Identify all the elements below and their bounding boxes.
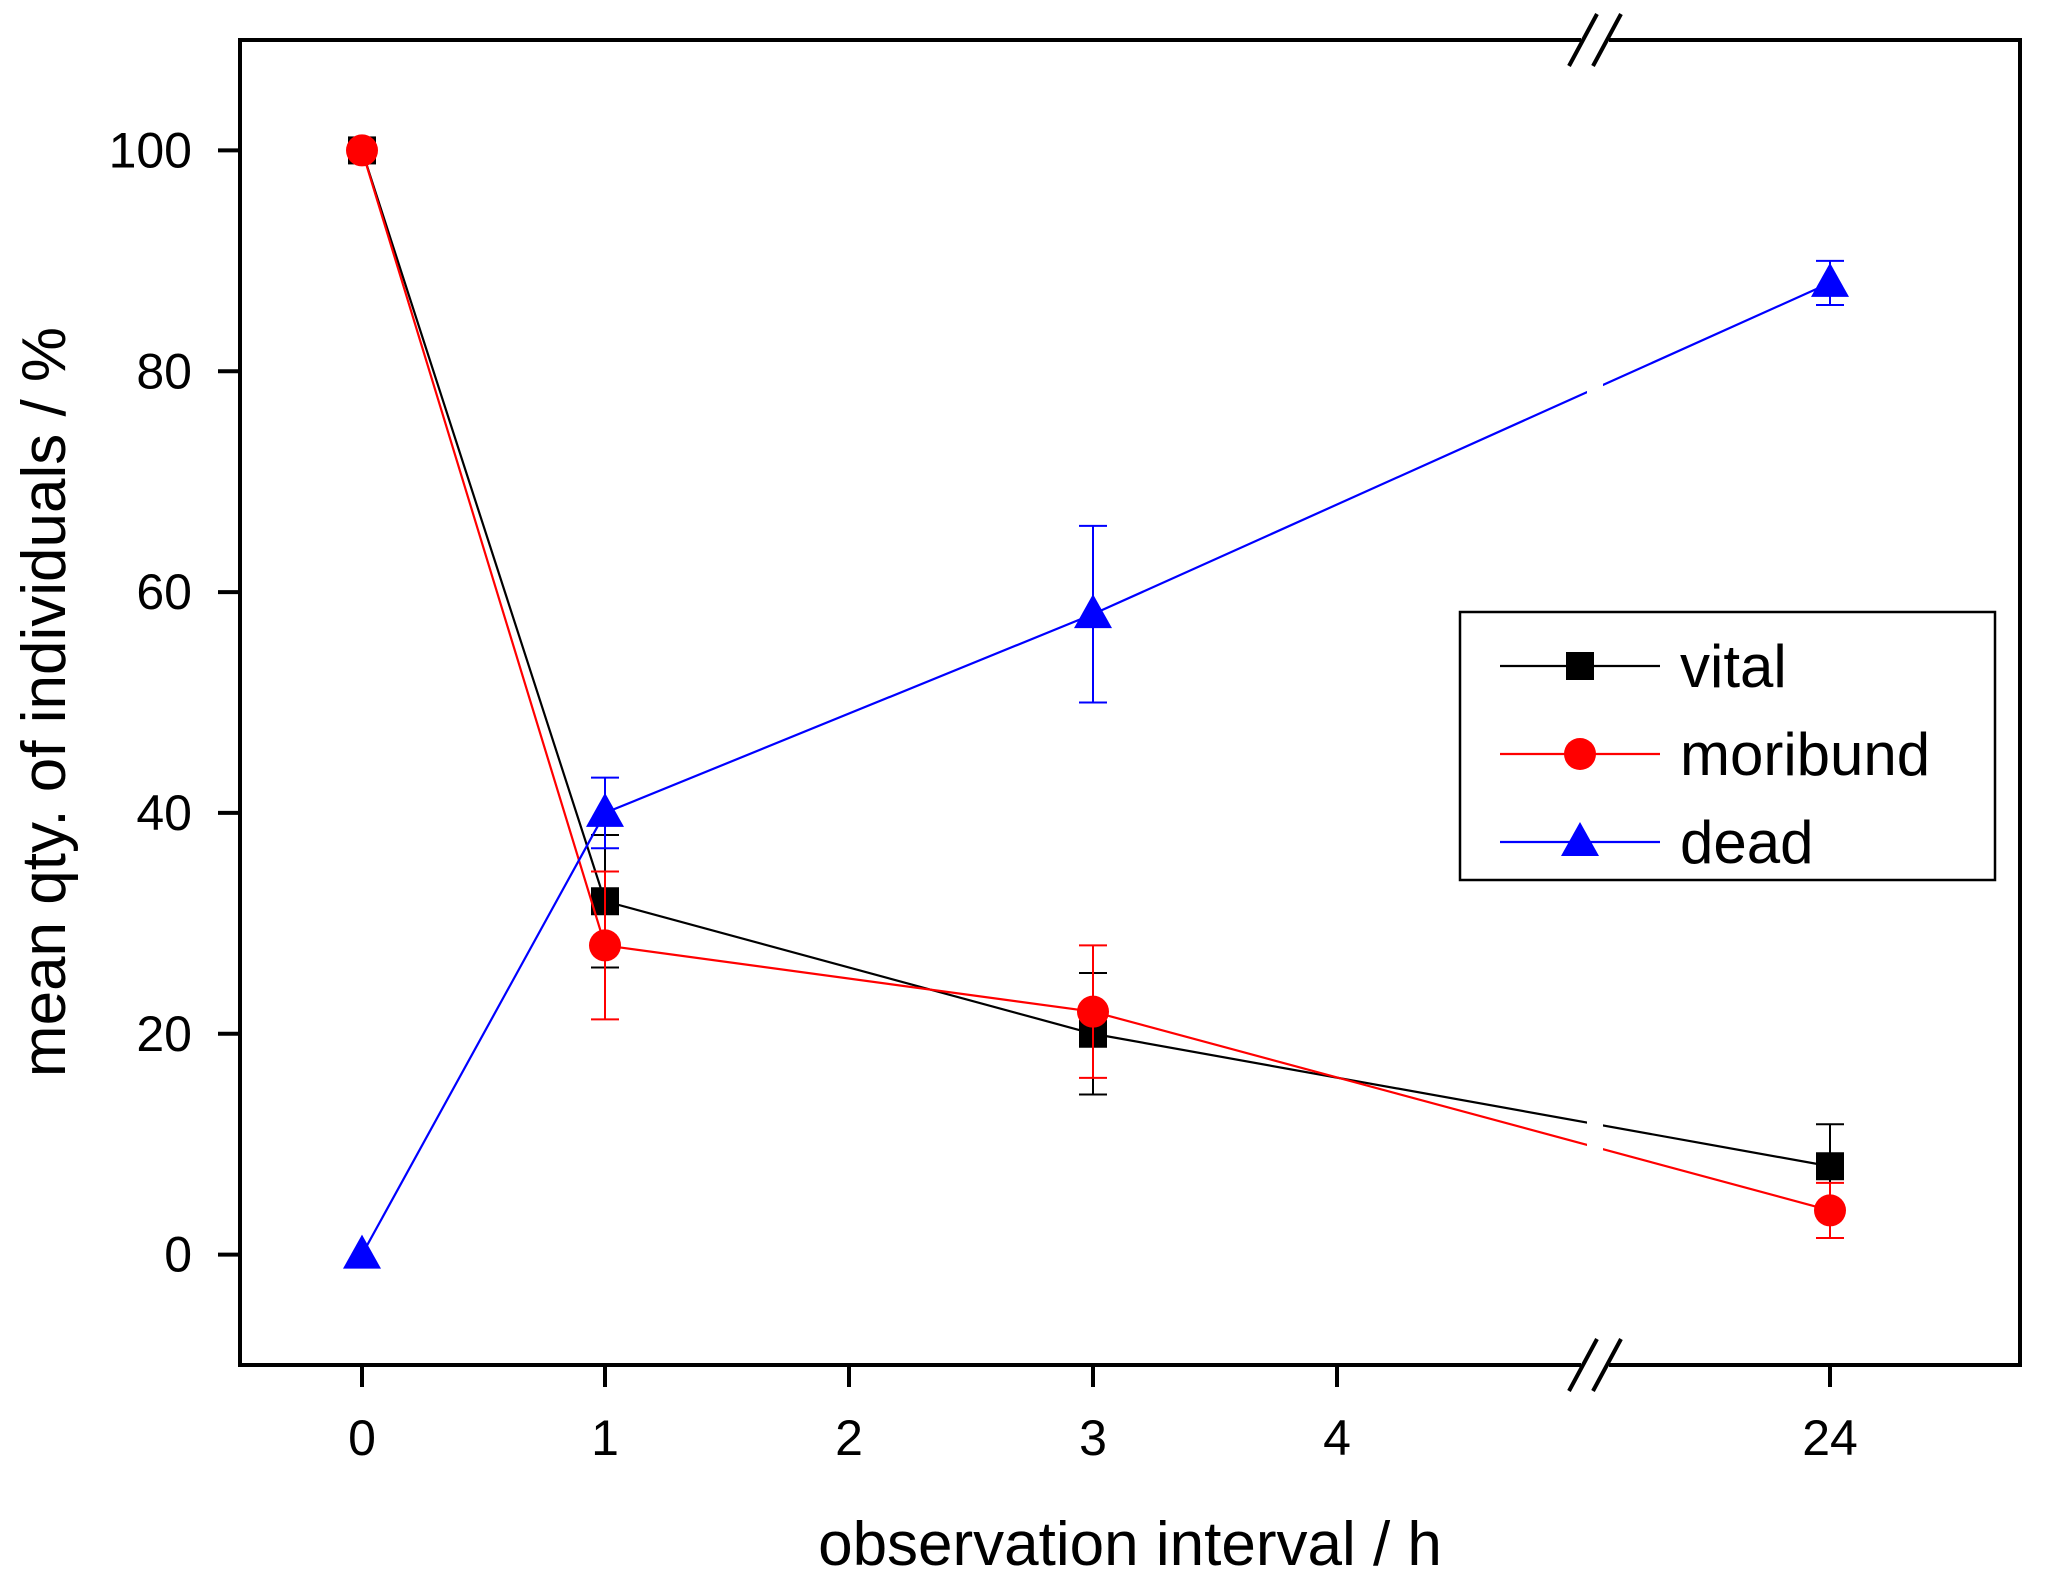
- x-axis: 0 1 2 3 4 24: [348, 1365, 1858, 1466]
- series-line-moribund: [360, 150, 1831, 1212]
- series-line-vital: [360, 150, 1831, 1168]
- y-axis-title: mean qty. of individuals / %: [10, 327, 79, 1077]
- x-tick-label: 4: [1323, 1410, 1351, 1466]
- data-point-dead: [1074, 594, 1112, 629]
- data-point-dead: [1811, 262, 1849, 297]
- legend: vital moribund dead: [1458, 610, 1997, 882]
- axis-break-gap: [1581, 1361, 1609, 1369]
- series-dead: [343, 259, 1849, 1269]
- y-tick-label: 0: [164, 1227, 192, 1283]
- x-tick-label: 1: [591, 1410, 619, 1466]
- y-tick-label: 20: [136, 1006, 192, 1062]
- data-point-moribund: [1077, 995, 1109, 1028]
- legend-label-dead: dead: [1680, 809, 1813, 876]
- data-point-moribund: [1814, 1194, 1846, 1227]
- legend-label-vital: vital: [1680, 633, 1787, 700]
- series-layer: [343, 134, 1849, 1269]
- data-point-dead: [343, 1234, 381, 1269]
- data-point-moribund: [346, 134, 378, 167]
- axis-break: [1567, 13, 1623, 1392]
- series-break-gap: [1587, 381, 1603, 396]
- y-tick-label: 40: [136, 785, 192, 841]
- x-axis-title: observation interval / h: [818, 1510, 1442, 1575]
- axis-break-gap: [1581, 36, 1609, 44]
- legend-box: [1458, 610, 1997, 882]
- series-break-gap: [1587, 1140, 1603, 1155]
- axis-break-mark: [1567, 1338, 1599, 1392]
- x-tick-label: 24: [1802, 1410, 1858, 1466]
- x-tick-label: 2: [835, 1410, 863, 1466]
- plot-frame: [238, 38, 2022, 1367]
- legend-marker-moribund: [1564, 738, 1596, 770]
- x-tick-label: 0: [348, 1410, 376, 1466]
- data-point-dead: [586, 792, 624, 827]
- y-tick-label: 100: [109, 122, 192, 178]
- x-tick-label: 3: [1079, 1410, 1107, 1466]
- data-point-vital: [1816, 1152, 1844, 1181]
- axis-break-mark: [1567, 13, 1599, 67]
- series-break-gap: [1587, 1117, 1603, 1132]
- y-axis: 0 20 40 60 80 100: [109, 122, 240, 1283]
- axis-break-mark: [1591, 13, 1623, 67]
- legend-marker-dead: [1561, 822, 1599, 856]
- legend-marker-vital: [1566, 652, 1594, 680]
- y-tick-label: 60: [136, 564, 192, 620]
- series-line-dead: [361, 281, 1831, 1256]
- legend-label-moribund: moribund: [1680, 721, 1930, 788]
- axis-break-mark: [1591, 1338, 1623, 1392]
- series-moribund: [346, 134, 1846, 1240]
- data-point-moribund: [589, 929, 621, 962]
- y-tick-label: 80: [136, 343, 192, 399]
